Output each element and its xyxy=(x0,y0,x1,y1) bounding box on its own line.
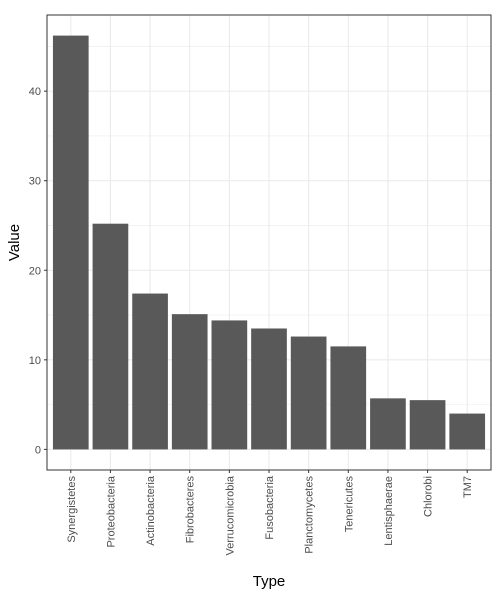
x-tick-label: Verrucomicrobia xyxy=(224,475,236,555)
bar xyxy=(251,328,287,450)
bar xyxy=(409,400,446,450)
x-tick-label: TM7 xyxy=(462,476,474,498)
bar xyxy=(370,398,406,450)
bar xyxy=(92,223,129,450)
bar xyxy=(449,413,486,450)
bar xyxy=(211,320,248,450)
y-axis-title: Value xyxy=(6,224,23,261)
x-tick-label: Tenericutes xyxy=(343,476,355,533)
x-tick-label: Chlorobi xyxy=(423,476,435,517)
bar xyxy=(330,346,367,450)
x-tick-label: Lentisphaerae xyxy=(383,476,395,546)
y-tick-label: 0 xyxy=(35,444,41,456)
y-axis-ticks: 0 10 20 30 40 xyxy=(29,86,47,456)
bar xyxy=(290,336,327,450)
x-tick-label: Synergistetes xyxy=(66,476,78,543)
x-tick-label: Proteobacteria xyxy=(105,475,117,547)
bar-layer xyxy=(52,35,486,450)
y-tick-label: 30 xyxy=(29,176,41,188)
bar xyxy=(171,314,208,450)
x-tick-label: Fibrobacteres xyxy=(185,476,197,544)
x-tick-label: Fusobacteria xyxy=(264,475,276,539)
y-tick-label: 10 xyxy=(29,355,41,367)
x-tick-label: Actinobacteria xyxy=(145,475,157,546)
x-axis-ticks: Synergistetes Proteobacteria Actinobacteri… xyxy=(66,470,474,555)
x-axis-title: Type xyxy=(253,573,286,589)
y-tick-label: 40 xyxy=(29,86,41,98)
x-tick-label: Planctomycetes xyxy=(304,476,316,554)
bar xyxy=(52,35,89,450)
bar xyxy=(132,293,168,450)
y-tick-label: 20 xyxy=(29,265,41,277)
